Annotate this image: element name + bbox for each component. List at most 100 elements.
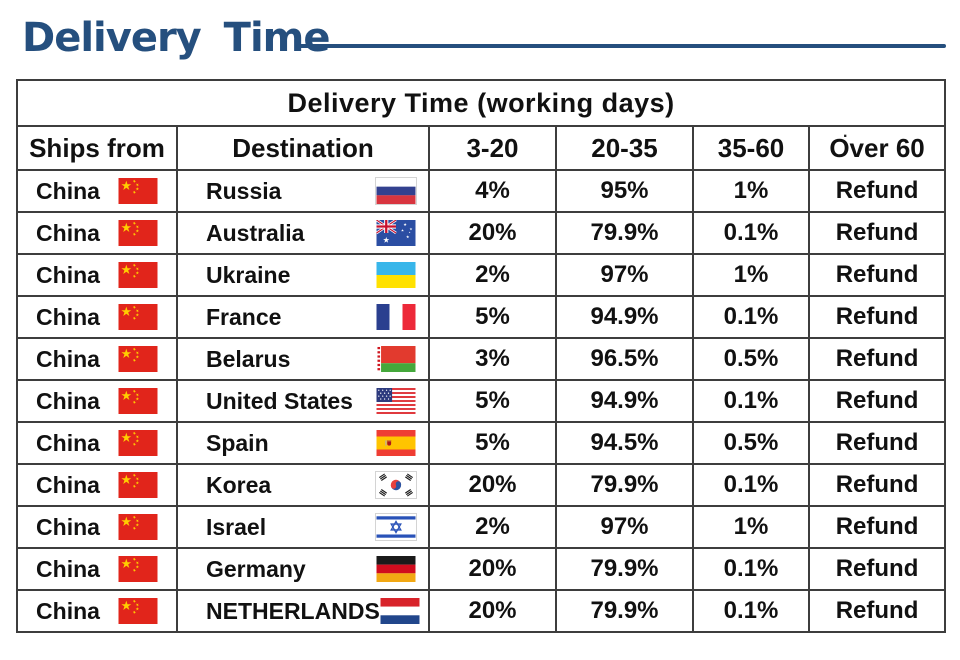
value-20-35: 94.9% <box>555 295 694 339</box>
value-over-60: Refund <box>807 253 947 297</box>
destination-label: Spain <box>206 429 269 456</box>
value-over-60: Refund <box>807 589 947 633</box>
value-20-35: 94.5% <box>555 421 694 465</box>
flag-china-icon <box>118 388 158 414</box>
value-3-20: 20% <box>428 463 557 507</box>
destination-label: Germany <box>206 555 306 582</box>
col-header-ships-from: Ships from <box>16 125 178 171</box>
flag-spain-icon <box>376 430 416 456</box>
flag-china-icon <box>118 220 158 246</box>
flag-china-icon <box>118 472 158 498</box>
value-20-35: 79.9% <box>555 463 694 507</box>
value-over-60: Refund <box>807 211 947 255</box>
ships-from-label: China <box>36 177 100 204</box>
flag-russia-icon <box>375 177 417 205</box>
value-35-60: 0.1% <box>692 295 810 339</box>
destination-label: United States <box>206 387 353 414</box>
flag-china-icon <box>118 304 158 330</box>
ships-from-label: China <box>36 597 100 624</box>
value-35-60: 1% <box>692 253 810 297</box>
col-header-20-35: 20-35 <box>555 125 694 171</box>
col-header-destination: Destination <box>176 125 430 171</box>
value-20-35: 94.9% <box>555 379 694 423</box>
value-20-35: 79.9% <box>555 547 694 591</box>
value-35-60: 0.1% <box>692 379 810 423</box>
flag-korea-icon <box>375 471 417 499</box>
flag-france-icon <box>376 304 416 330</box>
flag-china-icon <box>118 262 158 288</box>
value-35-60: 0.1% <box>692 589 810 633</box>
value-35-60: 0.5% <box>692 421 810 465</box>
destination-label: Russia <box>206 177 282 204</box>
table-caption-row: Delivery Time (working days) <box>15 79 947 127</box>
table-row: China NETHERLANDS 20% 79.9% 0.1% Refund <box>16 589 947 633</box>
value-20-35: 97% <box>555 253 694 297</box>
flag-ukraine-icon <box>376 262 416 288</box>
table-body: China Russia 4% 95% 1% Refund China Aust… <box>16 169 947 633</box>
value-3-20: 20% <box>428 211 557 255</box>
table-row: China Australia 20% 79.9% 0.1% Refund <box>16 211 947 255</box>
value-3-20: 4% <box>428 169 557 213</box>
table-row: China France 5% 94.9% 0.1% Refund <box>16 295 947 339</box>
value-35-60: 0.1% <box>692 211 810 255</box>
ships-from-label: China <box>36 387 100 414</box>
flag-china-icon <box>118 346 158 372</box>
flag-china-icon <box>118 178 158 204</box>
value-3-20: 5% <box>428 421 557 465</box>
title-underline-rule <box>296 44 946 48</box>
destination-label: Ukraine <box>206 261 291 288</box>
stray-dot: . <box>843 124 848 141</box>
table-row: China Israel 2% 97% 1% Refund <box>16 505 947 549</box>
flag-australia-icon <box>376 220 416 246</box>
value-35-60: 0.1% <box>692 463 810 507</box>
value-over-60: Refund <box>807 295 947 339</box>
value-over-60: Refund <box>807 463 947 507</box>
table-header-row: Ships from Destination 3-20 20-35 35-60 … <box>16 125 947 171</box>
flag-israel-icon <box>375 513 417 541</box>
table-row: China Korea 20% 79.9% 0.1% Refund <box>16 463 947 507</box>
delivery-time-table: Delivery Time (working days) Ships from … <box>15 79 947 633</box>
ships-from-label: China <box>36 471 100 498</box>
table-row: China Belarus 3% 96.5% 0.5% Refund <box>16 337 947 381</box>
destination-label: Belarus <box>206 345 291 372</box>
flag-china-icon <box>118 556 158 582</box>
value-35-60: 0.5% <box>692 337 810 381</box>
value-20-35: 96.5% <box>555 337 694 381</box>
flag-china-icon <box>118 598 158 624</box>
value-3-20: 3% <box>428 337 557 381</box>
col-header-over-60: Over 60 <box>807 125 947 171</box>
col-header-3-20: 3-20 <box>428 125 557 171</box>
page-title: Delivery Time <box>22 15 330 61</box>
ships-from-label: China <box>36 513 100 540</box>
destination-label: France <box>206 303 282 330</box>
value-3-20: 20% <box>428 547 557 591</box>
ships-from-label: China <box>36 555 100 582</box>
flag-germany-icon <box>376 556 416 582</box>
table-row: China Germany 20% 79.9% 0.1% Refund <box>16 547 947 591</box>
ships-from-label: China <box>36 429 100 456</box>
value-20-35: 79.9% <box>555 589 694 633</box>
ships-from-label: China <box>36 345 100 372</box>
flag-china-icon <box>118 430 158 456</box>
flag-united-states-icon <box>376 388 416 414</box>
table-row: China United States 5% 94.9% 0.1% Refund <box>16 379 947 423</box>
value-20-35: 97% <box>555 505 694 549</box>
value-3-20: 20% <box>428 589 557 633</box>
ships-from-label: China <box>36 261 100 288</box>
value-20-35: 79.9% <box>555 211 694 255</box>
destination-label: Israel <box>206 513 267 540</box>
table-row: China Russia 4% 95% 1% Refund <box>16 169 947 213</box>
destination-label: Korea <box>206 471 272 498</box>
value-over-60: Refund <box>807 169 947 213</box>
value-20-35: 95% <box>555 169 694 213</box>
flag-china-icon <box>118 514 158 540</box>
table-row: China Spain 5% 94.5% 0.5% Refund <box>16 421 947 465</box>
destination-label: NETHERLANDS <box>206 597 380 624</box>
value-3-20: 2% <box>428 505 557 549</box>
ships-from-label: China <box>36 303 100 330</box>
ships-from-label: China <box>36 219 100 246</box>
table-row: China Ukraine 2% 97% 1% Refund <box>16 253 947 297</box>
value-over-60: Refund <box>807 421 947 465</box>
value-3-20: 5% <box>428 295 557 339</box>
table-caption: Delivery Time (working days) <box>15 79 947 127</box>
